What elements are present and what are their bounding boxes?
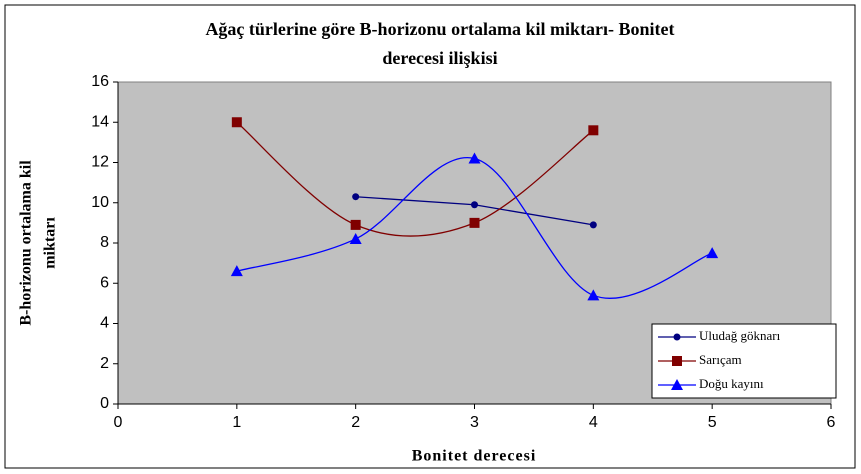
legend-label: Sarıçam: [699, 352, 742, 367]
chart-title: Ağaç türlerine göre B-horizonu ortalama …: [205, 19, 674, 39]
series-line: [236, 121, 594, 237]
marker: [588, 125, 599, 136]
marker: [469, 217, 480, 228]
marker: [352, 193, 360, 201]
x-tick-label: 4: [589, 414, 598, 431]
y-tick-label: 0: [100, 395, 109, 412]
x-tick-label: 3: [470, 414, 479, 431]
marker: [673, 333, 681, 341]
marker: [230, 265, 243, 277]
y-tick-label: 14: [91, 113, 109, 130]
y-tick-label: 6: [100, 274, 109, 291]
y-tick-label: 10: [91, 194, 109, 211]
marker: [672, 356, 682, 366]
marker: [471, 201, 478, 209]
legend: Uludağ göknarı Sarıçam Doğu kayını: [651, 323, 837, 399]
marker: [468, 152, 481, 164]
x-tick-label: 6: [827, 414, 836, 431]
y-tick-label: 16: [91, 73, 109, 90]
marker: [589, 221, 597, 229]
y-tick-label: 4: [100, 315, 109, 332]
y-axis-label: B-horizonu ortalama kil miktarı: [18, 160, 59, 326]
y-tick-label: 2: [100, 355, 109, 372]
x-tick-label: 1: [232, 414, 241, 431]
y-tick-label: 8: [100, 234, 109, 251]
x-tick-label: 5: [708, 414, 717, 431]
x-axis-label: Bonitet derecesi: [412, 448, 537, 465]
marker: [350, 219, 361, 230]
marker: [349, 232, 362, 244]
marker: [231, 117, 242, 128]
y-axis-label-line: B-horizonu ortalama kil: [18, 160, 35, 326]
y-axis-label-line: miktarı: [42, 217, 59, 269]
x-tick-label: 2: [351, 414, 360, 431]
marker: [587, 289, 600, 301]
x-tick-label: 0: [114, 414, 123, 431]
chart-title: derecesi ilişkisi: [382, 48, 497, 68]
marker: [706, 247, 719, 259]
legend-label: Uludağ göknarı: [699, 328, 781, 343]
legend-label: Doğu kayını: [699, 376, 764, 391]
marker: [671, 379, 683, 390]
y-tick-label: 12: [91, 154, 109, 171]
